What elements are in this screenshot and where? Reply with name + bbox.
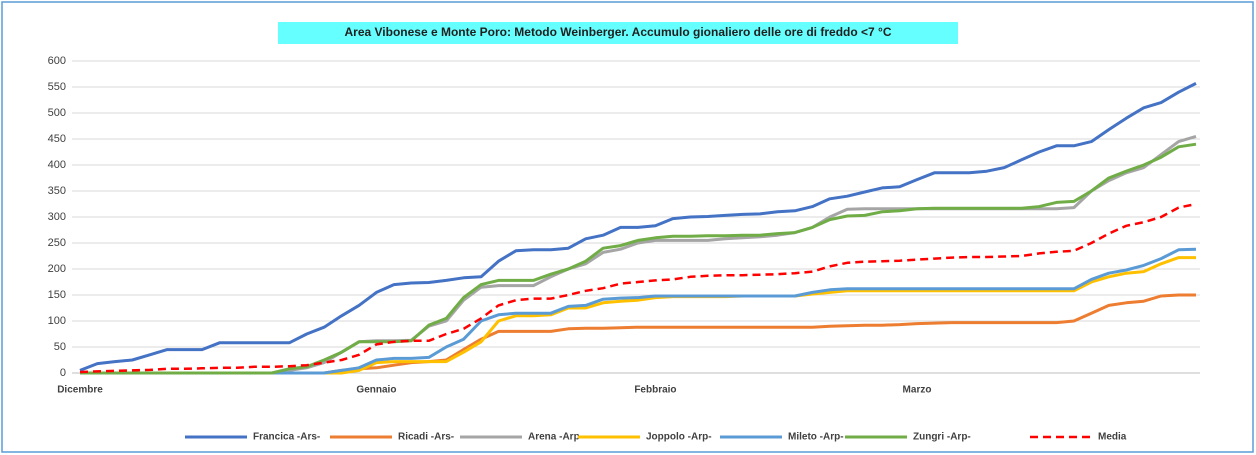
y-tick-label: 450	[48, 133, 66, 145]
y-tick-label: 250	[48, 237, 66, 249]
y-tick-label: 50	[54, 341, 66, 353]
legend-label: Joppolo -Arp-	[646, 432, 712, 443]
series-line	[79, 82, 1197, 372]
legend-label: Mileto -Arp-	[788, 432, 844, 443]
x-tick-label: Dicembre	[57, 385, 103, 396]
y-tick-label: 500	[48, 107, 66, 119]
x-tick-label: Febbraio	[634, 385, 676, 396]
y-tick-label: 300	[48, 211, 66, 223]
y-tick-label: 400	[48, 159, 66, 171]
y-tick-label: 100	[48, 315, 66, 327]
legend-label: Francica -Ars-	[253, 432, 320, 443]
title-box	[278, 22, 958, 44]
legend-label: Ricadi -Ars-	[398, 432, 454, 443]
legend-label: Arena -Arp-	[528, 432, 583, 443]
y-tick-label: 0	[60, 367, 66, 379]
y-tick-label: 200	[48, 263, 66, 275]
chart-title: Area Vibonese e Monte Poro: Metodo Weinb…	[344, 25, 891, 39]
y-tick-label: 350	[48, 185, 66, 197]
y-tick-label: 600	[48, 55, 66, 67]
y-tick-label: 550	[48, 81, 66, 93]
series-line	[80, 142, 1197, 375]
x-tick-label: Marzo	[903, 385, 932, 396]
legend-label: Media	[1098, 432, 1127, 443]
legend-label: Zungri -Arp-	[913, 432, 971, 443]
x-tick-label: Gennaio	[356, 385, 396, 396]
series-line	[79, 202, 1197, 374]
y-tick-label: 150	[48, 289, 66, 301]
